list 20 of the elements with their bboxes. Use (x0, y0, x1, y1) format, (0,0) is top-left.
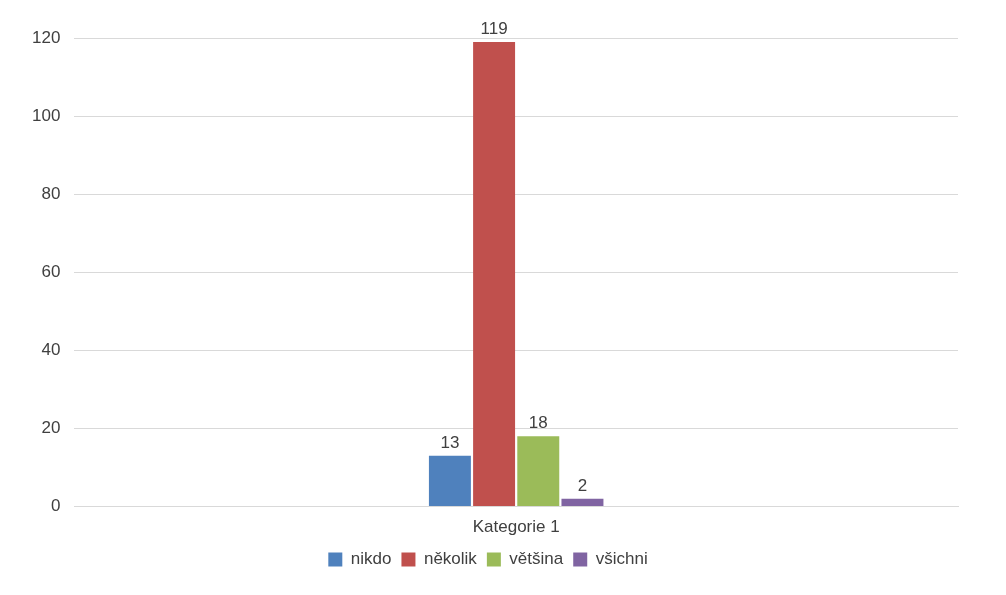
y-tick-label: 120 (31, 27, 61, 47)
bar (517, 436, 560, 507)
legend-label: několik (423, 549, 478, 569)
data-label: 18 (528, 413, 548, 433)
legend-label: nikdo (350, 549, 392, 569)
y-tick-label: 20 (41, 418, 61, 438)
bar (428, 455, 471, 507)
legend-label: většina (509, 549, 564, 569)
y-tick-label: 40 (41, 340, 61, 360)
data-label: 2 (577, 475, 588, 495)
legend-label: všichni (595, 549, 648, 569)
y-tick-label: 0 (50, 496, 61, 516)
bar (561, 498, 604, 507)
y-tick-label: 100 (31, 105, 61, 125)
y-tick-label: 80 (41, 183, 61, 203)
data-label: 119 (480, 19, 508, 39)
y-tick-label: 60 (41, 261, 61, 281)
data-label: 13 (440, 433, 460, 453)
bar (473, 41, 516, 507)
x-tick-label: Kategorie 1 (472, 517, 560, 537)
